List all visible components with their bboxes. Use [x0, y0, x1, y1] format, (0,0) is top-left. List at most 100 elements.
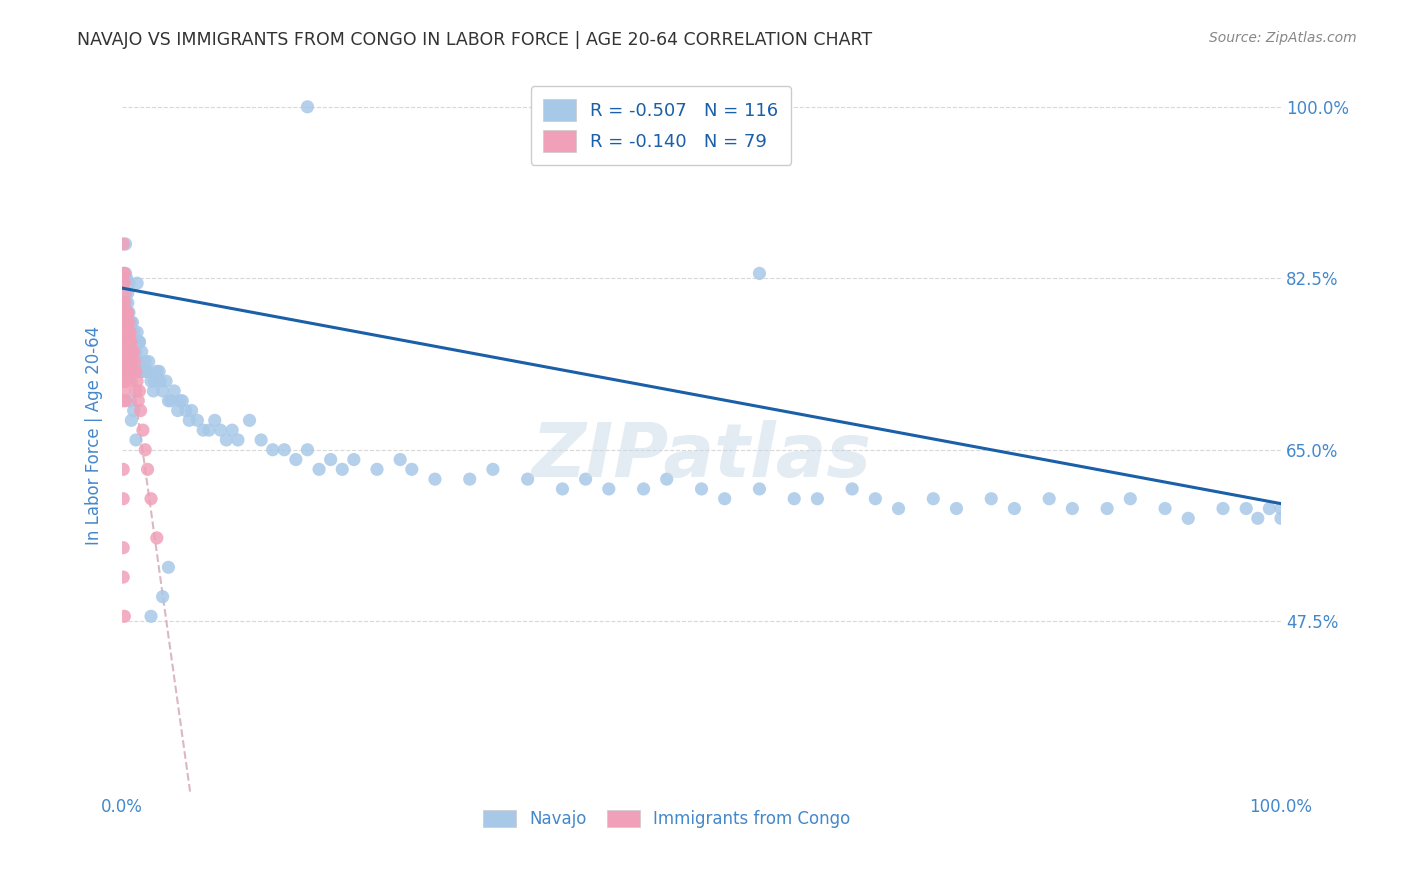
Point	[118, 305, 141, 319]
Point	[124, 334, 146, 349]
Point	[122, 403, 145, 417]
Point	[598, 482, 620, 496]
Point	[204, 413, 226, 427]
Point	[516, 472, 538, 486]
Point	[238, 413, 260, 427]
Point	[193, 423, 215, 437]
Point	[169, 393, 191, 408]
Point	[157, 560, 180, 574]
Point	[115, 344, 138, 359]
Point	[112, 462, 135, 476]
Point	[114, 295, 136, 310]
Point	[117, 364, 139, 378]
Point	[1038, 491, 1060, 506]
Point	[128, 384, 150, 398]
Point	[128, 334, 150, 349]
Point	[138, 354, 160, 368]
Point	[121, 364, 143, 378]
Point	[633, 482, 655, 496]
Point	[114, 315, 136, 329]
Point	[748, 266, 770, 280]
Point	[118, 325, 141, 339]
Point	[125, 364, 148, 378]
Point	[120, 334, 142, 349]
Point	[319, 452, 342, 467]
Point	[129, 403, 152, 417]
Point	[174, 403, 197, 417]
Point	[134, 354, 156, 368]
Point	[112, 295, 135, 310]
Point	[1270, 501, 1292, 516]
Point	[120, 315, 142, 329]
Point	[112, 325, 135, 339]
Point	[120, 325, 142, 339]
Point	[284, 452, 307, 467]
Point	[129, 364, 152, 378]
Point	[124, 354, 146, 368]
Point	[115, 315, 138, 329]
Point	[551, 482, 574, 496]
Point	[343, 452, 366, 467]
Point	[112, 374, 135, 388]
Point	[250, 433, 273, 447]
Point	[112, 609, 135, 624]
Point	[112, 374, 135, 388]
Point	[748, 482, 770, 496]
Point	[112, 570, 135, 584]
Point	[112, 334, 135, 349]
Point	[112, 344, 135, 359]
Point	[841, 482, 863, 496]
Point	[112, 266, 135, 280]
Point	[139, 374, 162, 388]
Point	[262, 442, 284, 457]
Point	[120, 334, 142, 349]
Point	[115, 305, 138, 319]
Point	[114, 305, 136, 319]
Point	[655, 472, 678, 486]
Point	[132, 364, 155, 378]
Point	[112, 266, 135, 280]
Point	[148, 364, 170, 378]
Point	[115, 305, 138, 319]
Point	[118, 344, 141, 359]
Point	[112, 334, 135, 349]
Point	[157, 393, 180, 408]
Text: NAVAJO VS IMMIGRANTS FROM CONGO IN LABOR FORCE | AGE 20-64 CORRELATION CHART: NAVAJO VS IMMIGRANTS FROM CONGO IN LABOR…	[77, 31, 873, 49]
Point	[122, 344, 145, 359]
Point	[143, 374, 166, 388]
Point	[114, 374, 136, 388]
Text: ZIPatlas: ZIPatlas	[531, 420, 872, 493]
Point	[112, 541, 135, 555]
Point	[120, 354, 142, 368]
Point	[1119, 491, 1142, 506]
Point	[366, 462, 388, 476]
Point	[139, 491, 162, 506]
Point	[120, 364, 142, 378]
Point	[120, 393, 142, 408]
Point	[389, 452, 412, 467]
Point	[922, 491, 945, 506]
Point	[127, 325, 149, 339]
Point	[120, 325, 142, 339]
Point	[945, 501, 967, 516]
Point	[120, 315, 142, 329]
Point	[127, 276, 149, 290]
Point	[221, 423, 243, 437]
Point	[1002, 501, 1025, 516]
Point	[198, 423, 221, 437]
Point	[117, 344, 139, 359]
Point	[401, 462, 423, 476]
Point	[887, 501, 910, 516]
Point	[215, 433, 238, 447]
Point	[125, 433, 148, 447]
Point	[146, 364, 169, 378]
Point	[114, 325, 136, 339]
Point	[114, 354, 136, 368]
Point	[112, 364, 135, 378]
Point	[118, 334, 141, 349]
Point	[1234, 501, 1257, 516]
Text: Source: ZipAtlas.com: Source: ZipAtlas.com	[1209, 31, 1357, 45]
Point	[128, 334, 150, 349]
Point	[121, 344, 143, 359]
Point	[1154, 501, 1177, 516]
